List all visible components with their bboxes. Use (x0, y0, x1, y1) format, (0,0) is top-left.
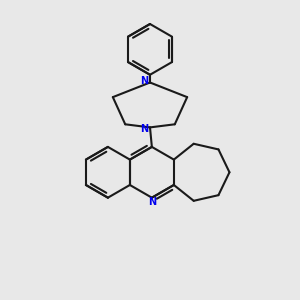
Text: N: N (148, 197, 156, 207)
Text: N: N (140, 76, 148, 86)
Text: N: N (140, 124, 148, 134)
